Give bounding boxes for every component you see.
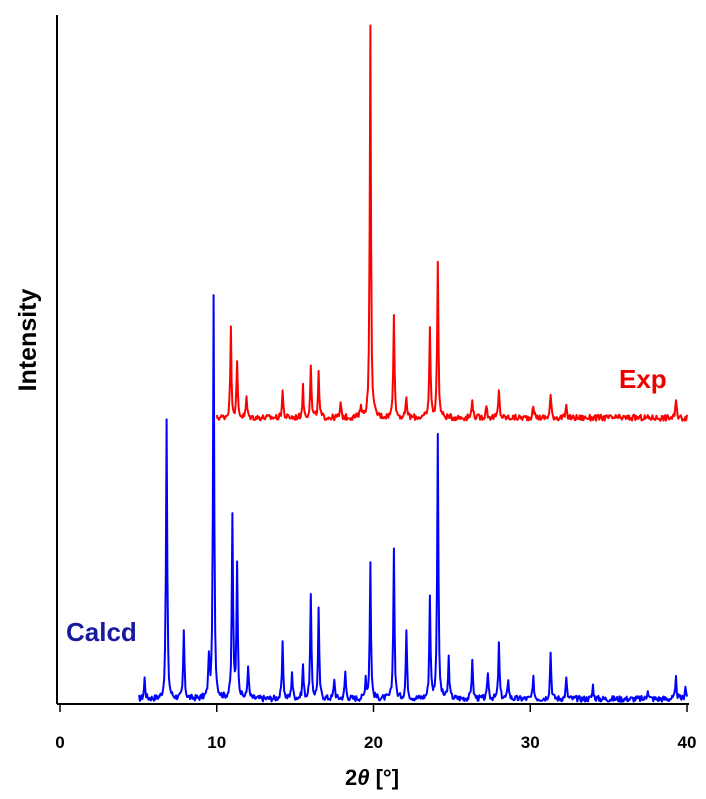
x-tick-layer: 0 10 20 30 40 <box>55 704 696 752</box>
x-tick-label: 10 <box>207 733 226 752</box>
x-tick-label: 20 <box>364 733 383 752</box>
y-axis-title: Intensity <box>14 289 42 392</box>
x-axis-title: 2θ [°] <box>345 765 399 790</box>
series-layer <box>138 24 688 703</box>
series-label-layer: Calcd Exp <box>66 364 667 647</box>
series-label-exp: Exp <box>619 364 667 394</box>
series-line-calcd <box>138 294 688 703</box>
x-tick-label: 40 <box>678 733 697 752</box>
x-tick-label: 30 <box>521 733 540 752</box>
x-tick-label: 0 <box>55 733 64 752</box>
x-axis-title-theta: θ <box>357 765 369 790</box>
series-line-exp <box>215 24 688 422</box>
x-axis-title-prefix: 2 <box>345 765 357 790</box>
x-axis-title-suffix: [°] <box>369 765 399 790</box>
series-label-calcd: Calcd <box>66 617 137 647</box>
